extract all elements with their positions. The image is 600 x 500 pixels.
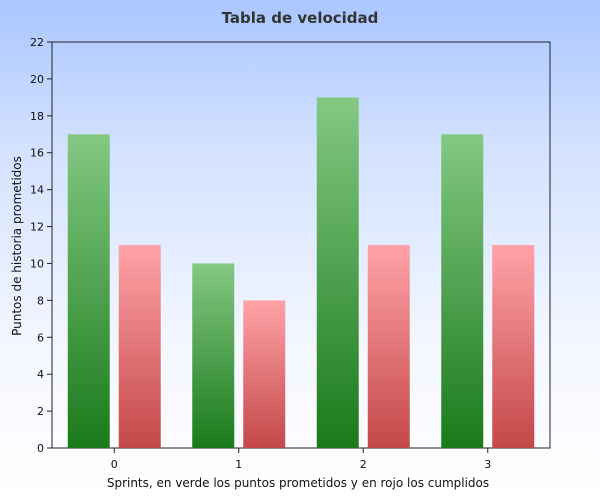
completed-bar <box>492 245 535 448</box>
x-tick-label: 2 <box>360 458 367 471</box>
promised-bar <box>441 134 484 449</box>
y-tick-label: 18 <box>30 110 44 123</box>
x-tick-label: 3 <box>484 458 491 471</box>
y-tick-label: 22 <box>30 36 44 49</box>
y-axis-label: Puntos de historia prometidos <box>10 156 24 336</box>
completed-bar <box>367 245 410 448</box>
y-tick-label: 20 <box>30 73 44 86</box>
y-tick-label: 4 <box>37 368 44 381</box>
promised-bar <box>67 134 110 449</box>
y-tick-label: 14 <box>30 184 44 197</box>
y-tick-label: 0 <box>37 442 44 455</box>
promised-bar <box>192 263 235 448</box>
y-tick-label: 6 <box>37 331 44 344</box>
x-tick-label: 1 <box>235 458 242 471</box>
promised-bar <box>316 97 359 448</box>
y-tick-label: 10 <box>30 257 44 270</box>
plot-frame <box>51 41 551 449</box>
y-tick-label: 16 <box>30 147 44 160</box>
completed-bar <box>118 245 161 448</box>
y-tick-label: 8 <box>37 294 44 307</box>
y-tick-label: 2 <box>37 405 44 418</box>
chart-title: Tabla de velocidad <box>222 9 379 27</box>
x-axis-label: Sprints, en verde los puntos prometidos … <box>107 476 489 490</box>
y-tick-label: 12 <box>30 221 44 234</box>
completed-bar <box>243 300 286 448</box>
x-tick-label: 0 <box>111 458 118 471</box>
